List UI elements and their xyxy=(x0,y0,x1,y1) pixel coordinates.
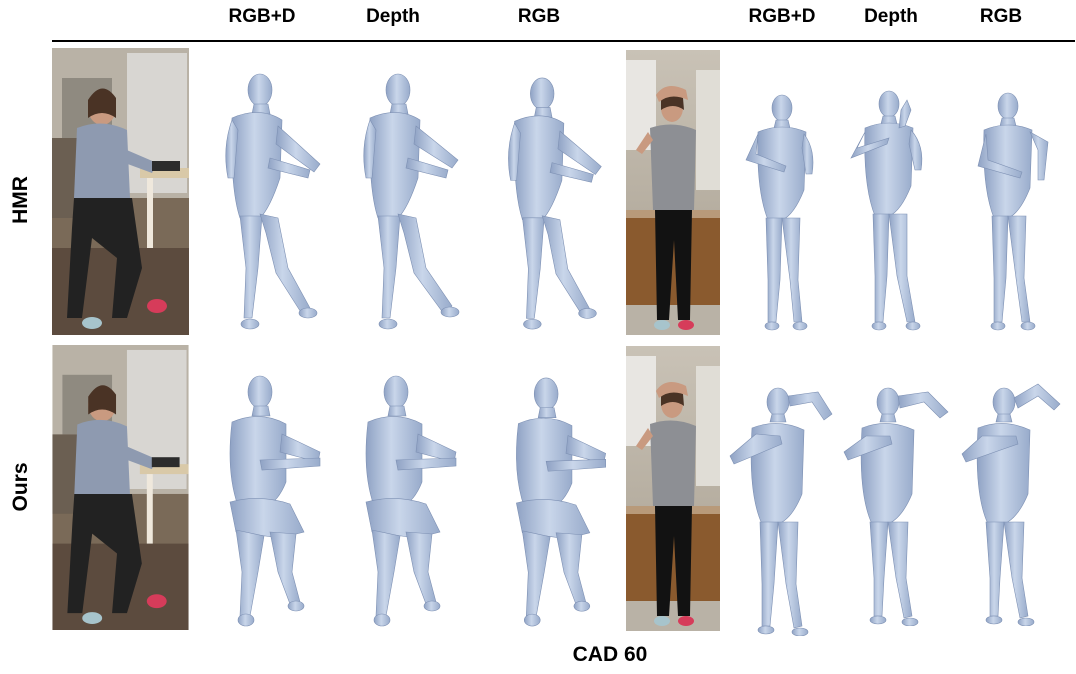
col-header-left-depth: Depth xyxy=(366,6,420,27)
photo-standing-hmr xyxy=(626,50,720,335)
photo-seated-ours xyxy=(52,345,189,630)
mesh-hmr-seated-rgbd xyxy=(210,68,330,336)
col-header-left-rgb: RGB xyxy=(517,6,561,27)
photo-standing-ours xyxy=(626,346,720,631)
mesh-ours-standing-rgb xyxy=(960,378,1070,626)
mesh-ours-standing-rgbd xyxy=(728,374,838,636)
col-header-left-rgbd: RGB+D xyxy=(228,6,296,27)
col-header-right-rgbd: RGB+D xyxy=(748,6,816,27)
header-rule xyxy=(52,40,1075,42)
mesh-hmr-standing-rgbd xyxy=(738,90,828,336)
mesh-ours-standing-depth xyxy=(842,378,952,626)
figure-caption: CAD 60 xyxy=(572,643,648,666)
row-label-ours: Ours xyxy=(9,462,32,512)
mesh-hmr-standing-rgb xyxy=(968,88,1058,336)
mesh-hmr-seated-depth xyxy=(348,68,468,336)
col-header-right-depth: Depth xyxy=(864,6,918,27)
mesh-ours-seated-rgb xyxy=(504,374,624,630)
mesh-hmr-standing-depth xyxy=(845,86,935,336)
col-header-right-rgb: RGB xyxy=(979,6,1023,27)
photo-seated-hmr xyxy=(52,48,189,335)
mesh-ours-seated-rgbd xyxy=(220,372,340,630)
mesh-ours-seated-depth xyxy=(356,372,476,630)
row-label-hmr: HMR xyxy=(9,176,32,224)
mesh-hmr-seated-rgb xyxy=(494,72,614,336)
